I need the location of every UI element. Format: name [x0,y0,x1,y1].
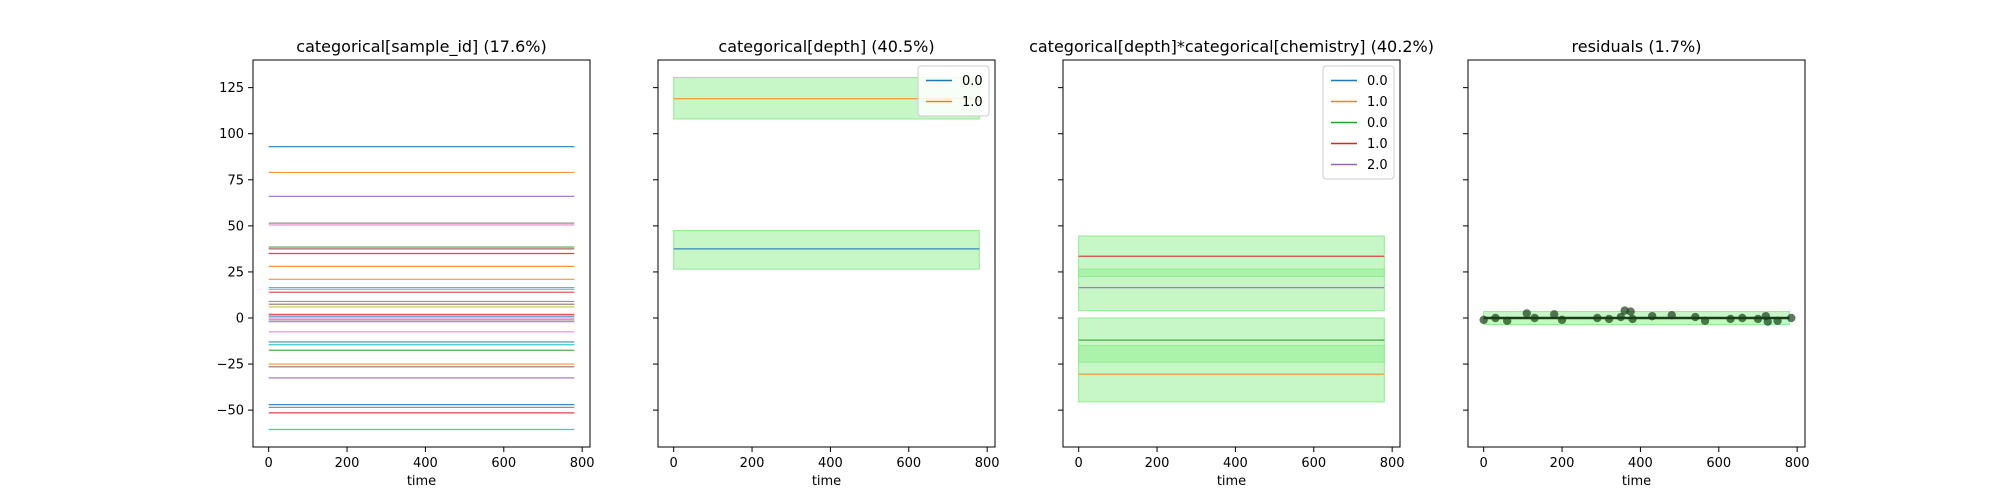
legend-label: 0.0 [1367,74,1388,89]
legend-label: 0.0 [962,74,983,89]
residual-point-2 [1491,313,1500,323]
x-tick-label: 400 [1628,456,1653,471]
x-tick-label: 400 [1223,456,1248,471]
residual-point-15 [1667,311,1676,320]
y-tick-label: 100 [219,127,244,142]
residual-point-19 [1738,313,1747,323]
residual-point-7 [1557,315,1567,325]
y-tick-label: 0 [236,312,244,327]
legend-label: 1.0 [1367,137,1388,152]
residual-point-4 [1522,309,1531,318]
axes-frame [252,59,591,448]
legend-label: 2.0 [1367,158,1388,173]
x-tick-label: 600 [491,456,516,471]
y-tick-label: 125 [219,81,244,96]
confidence-band-2 [1078,268,1385,312]
x-tick-label: 800 [570,456,595,471]
legend: 0.0 1.0 0.0 1.0 2.0 [1322,65,1395,180]
chart-panel-2: 0 200 400 600 800 categorical[depth] (40.5%) t… [653,37,1000,489]
x-axis-label: time [812,474,841,489]
chart-title: residuals (1.7%) [1572,37,1702,56]
residual-point-14 [1647,311,1657,321]
residual-point-13 [1628,314,1637,324]
axes-frame [1062,59,1401,448]
chart-panel-1: 0 200 400 600 800 −50 −25 0 25 50 75 100 125 categori… [217,37,595,489]
x-axis-label: time [407,474,436,489]
x-tick-label: 600 [896,456,921,471]
y-tick-label: −50 [217,404,244,419]
x-tick-label: 0 [670,456,678,471]
x-tick-label: 200 [335,456,360,471]
chart-title: categorical[sample_id] (17.6%) [296,37,546,57]
residual-point-9 [1604,314,1614,324]
y-tick-label: 25 [227,265,244,280]
residual-point-10 [1616,312,1626,322]
residual-point-6 [1550,310,1559,319]
x-tick-label: 400 [413,456,438,471]
residual-point-5 [1530,313,1539,323]
x-tick-label: 800 [975,456,1000,471]
chart-panel-3: 0 200 400 600 800 categorical[depth]*categori… [1029,37,1434,489]
chart-title: categorical[depth]*categorical[chemistry… [1029,37,1434,56]
x-tick-label: 0 [1075,456,1083,471]
x-tick-label: 0 [1480,456,1488,471]
x-tick-label: 200 [1145,456,1170,471]
x-tick-label: 200 [740,456,765,471]
legend-box [1322,65,1395,180]
residual-point-23 [1773,316,1782,325]
x-tick-label: 400 [818,456,843,471]
residual-point-16 [1691,312,1700,322]
legend-label: 1.0 [962,95,983,110]
y-tick-label: 50 [227,219,244,234]
y-tick-label: 75 [227,173,244,188]
residual-point-18 [1726,314,1735,324]
legend-label: 0.0 [1367,116,1388,131]
legend-label: 1.0 [1367,95,1388,110]
residual-point-24 [1787,313,1796,323]
axes-frame [1467,59,1806,448]
confidence-band-2 [673,229,980,270]
legend-box [917,65,990,117]
x-tick-label: 600 [1706,456,1731,471]
residual-point-1 [1479,315,1488,325]
x-tick-label: 200 [1550,456,1575,471]
x-axis-label: time [1217,474,1246,489]
residual-point-22 [1763,317,1772,326]
x-axis-label: time [1622,474,1651,489]
x-tick-label: 600 [1301,456,1326,471]
x-tick-label: 800 [1380,456,1405,471]
residual-point-3 [1502,316,1512,325]
chart-title: categorical[depth] (40.5%) [718,37,934,56]
legend: 0.01.0 [917,65,990,117]
chart-panel-4: 0 200 400 600 800 residuals (1.7%) time [1463,37,1810,489]
residual-point-20 [1753,314,1763,324]
x-tick-label: 800 [1785,456,1810,471]
axes-frame [657,59,996,448]
y-tick-label: −25 [217,358,244,373]
residual-point-8 [1593,313,1602,323]
residual-point-17 [1700,316,1710,325]
x-tick-label: 0 [265,456,273,471]
residual-point-12 [1626,307,1635,316]
